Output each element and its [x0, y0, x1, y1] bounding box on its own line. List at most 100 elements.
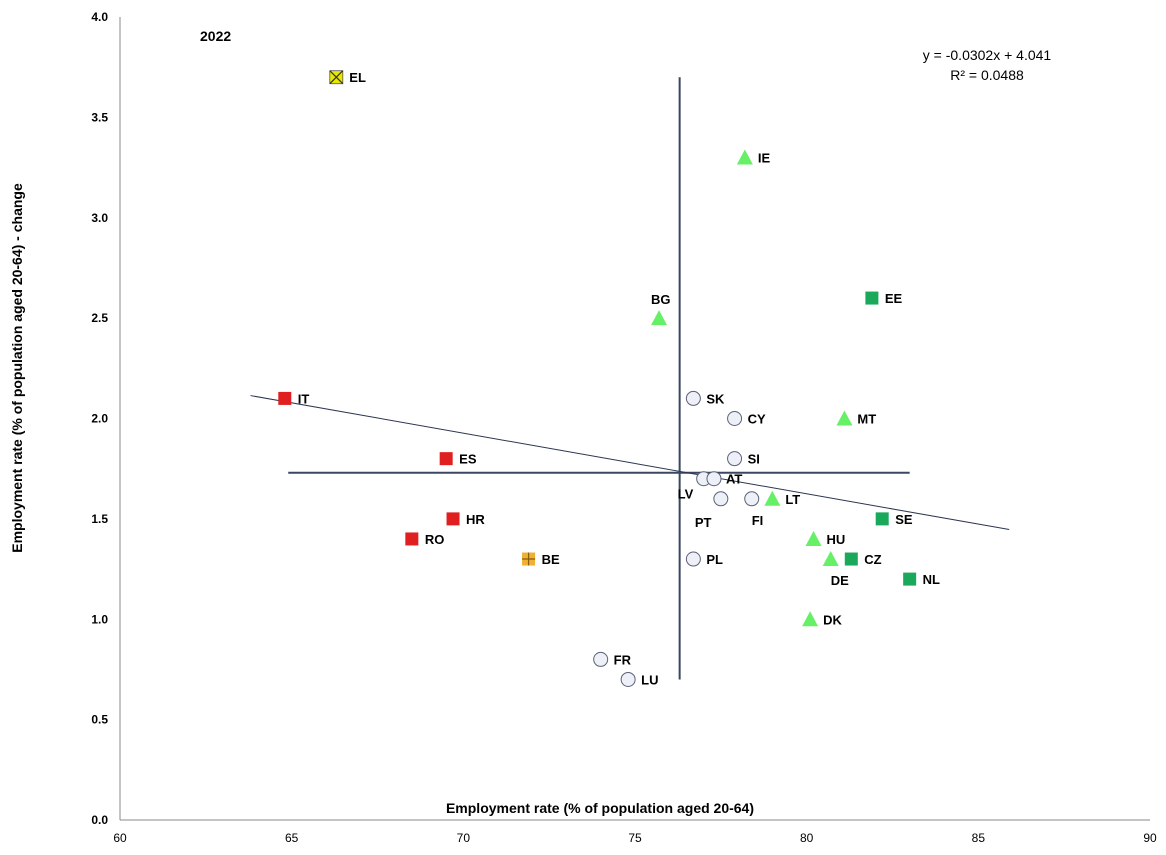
y-tick-label: 1.5 — [91, 512, 108, 526]
y-tick-label: 3.5 — [91, 110, 108, 124]
point-label: LT — [785, 492, 800, 507]
point-label: HU — [827, 532, 846, 547]
data-point-se: SE — [875, 512, 913, 527]
point-marker — [727, 451, 743, 467]
point-marker — [844, 552, 858, 566]
point-marker — [405, 532, 419, 546]
data-point-de: DE — [822, 551, 849, 588]
data-point-it: IT — [278, 391, 309, 406]
point-marker — [865, 291, 879, 305]
x-axis-label: Employment rate (% of population aged 20… — [446, 800, 754, 816]
data-point-lu: LU — [620, 671, 658, 687]
point-marker — [278, 391, 292, 405]
point-label: CZ — [864, 552, 881, 567]
point-marker — [805, 530, 822, 546]
point-label: SK — [706, 391, 725, 406]
data-point-hr: HR — [446, 512, 485, 527]
point-marker — [903, 572, 917, 586]
y-tick-label: 3.0 — [91, 211, 108, 225]
reference-lines — [288, 77, 910, 680]
y-tick-label: 2.0 — [91, 412, 108, 426]
point-label: MT — [857, 412, 876, 427]
y-axis-label: Employment rate (% of population aged 20… — [9, 183, 25, 553]
data-point-mt: MT — [836, 410, 876, 427]
point-marker-cross — [329, 70, 344, 85]
trendline-r-squared: R² = 0.0488 — [950, 67, 1024, 83]
point-marker — [802, 611, 819, 627]
point-label: IT — [298, 391, 310, 406]
x-tick-label: 90 — [1143, 831, 1157, 845]
trendline-equation: y = -0.0302x + 4.041 — [923, 47, 1052, 63]
point-label: LU — [641, 672, 658, 687]
point-marker — [727, 411, 743, 426]
point-label: BE — [542, 552, 560, 567]
point-marker — [446, 512, 460, 526]
data-point-lt: LT — [764, 490, 800, 507]
point-marker — [875, 512, 889, 526]
point-marker — [685, 390, 701, 406]
point-label: FR — [614, 652, 632, 667]
point-marker-plus — [522, 552, 536, 566]
point-label: RO — [425, 532, 445, 547]
data-point-ee: EE — [865, 291, 903, 306]
point-label: LV — [678, 487, 694, 502]
point-label: ES — [459, 452, 477, 467]
data-point-fr: FR — [593, 651, 632, 667]
point-marker — [764, 490, 781, 506]
point-label: SE — [895, 512, 913, 527]
point-label: HR — [466, 512, 485, 527]
point-label: IE — [758, 151, 771, 166]
point-label: PT — [695, 515, 712, 530]
point-label: PL — [706, 552, 723, 567]
data-points: EL IE EE BG IT SK CY MT ES SI LV AT PT FI LT HR SE RO HU BE… — [278, 70, 940, 687]
data-point-pt: PT — [695, 491, 729, 530]
data-point-cy: CY — [727, 411, 766, 427]
point-label: EE — [885, 291, 903, 306]
chart-title: 2022 — [200, 28, 231, 44]
trend-line — [250, 395, 1010, 531]
y-tick-label: 4.0 — [91, 10, 108, 24]
data-point-ie: IE — [736, 149, 771, 166]
x-tick-labels: 60 65 70 75 80 85 90 — [113, 831, 1157, 845]
x-tick-label: 60 — [113, 831, 127, 845]
point-label: NL — [923, 572, 940, 587]
point-marker — [822, 551, 839, 567]
x-tick-label: 65 — [285, 831, 299, 845]
data-point-lv: LV — [678, 471, 712, 502]
data-point-cz: CZ — [844, 552, 882, 567]
point-marker — [713, 491, 729, 507]
x-tick-label: 75 — [628, 831, 642, 845]
x-tick-label: 80 — [800, 831, 814, 845]
data-point-ro: RO — [405, 532, 444, 547]
x-tick-label: 85 — [972, 831, 986, 845]
y-tick-label: 0.0 — [91, 813, 108, 827]
point-marker — [593, 651, 609, 667]
x-tick-label: 70 — [457, 831, 471, 845]
point-label: SI — [748, 452, 760, 467]
point-marker — [736, 149, 753, 165]
data-point-nl: NL — [903, 572, 940, 587]
data-point-sk: SK — [685, 390, 725, 406]
data-point-si: SI — [727, 451, 760, 467]
point-marker — [651, 310, 668, 326]
data-point-be: BE — [522, 552, 560, 567]
y-tick-labels: 0.0 0.5 1.0 1.5 2.0 2.5 3.0 3.5 4.0 — [91, 10, 108, 827]
data-point-pl: PL — [685, 551, 723, 567]
point-marker — [836, 410, 853, 426]
point-marker — [685, 551, 701, 567]
point-marker — [744, 491, 760, 507]
data-point-el: EL — [329, 70, 366, 85]
data-point-bg: BG — [651, 292, 671, 326]
y-tick-label: 1.0 — [91, 612, 108, 626]
data-point-at: AT — [706, 471, 742, 487]
point-label: FI — [752, 513, 764, 528]
trend-line-group — [250, 395, 1010, 531]
point-label: BG — [651, 292, 671, 307]
point-marker — [620, 671, 636, 687]
point-label: EL — [349, 70, 366, 85]
y-tick-label: 2.5 — [91, 311, 108, 325]
data-point-fi: FI — [744, 491, 764, 528]
data-point-es: ES — [439, 452, 477, 467]
